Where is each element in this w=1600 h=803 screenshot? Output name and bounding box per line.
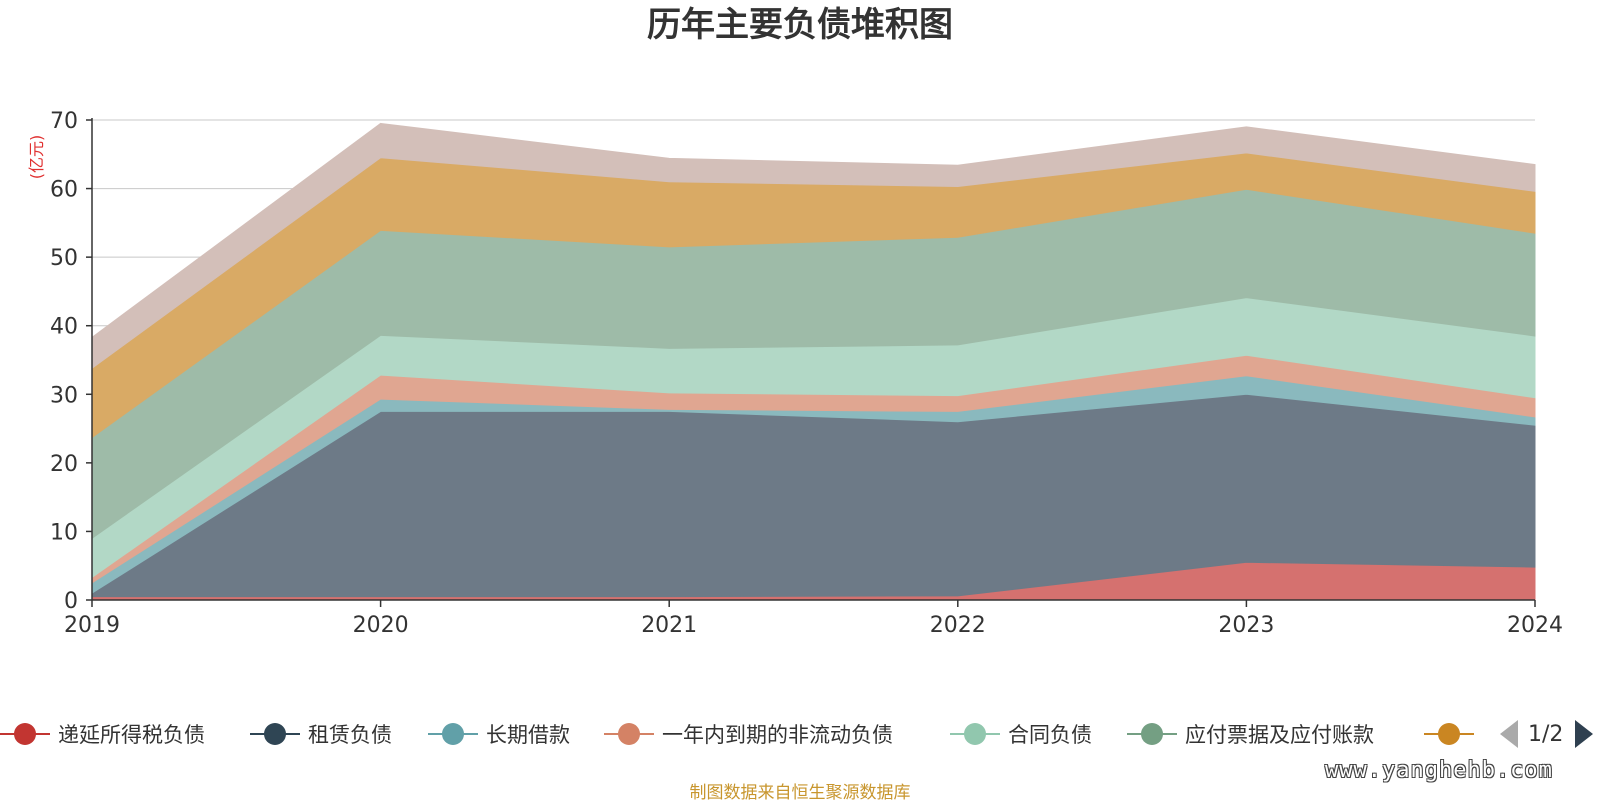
x-tick-label-5: 2024 xyxy=(1507,613,1563,638)
legend-item-1[interactable]: 租赁负债 xyxy=(250,712,392,756)
y-tick-label-1: 10 xyxy=(50,520,78,545)
legend-label: 应付票据及应付账款 xyxy=(1185,723,1374,747)
legend-label: 递延所得税负债 xyxy=(58,723,205,747)
legend-label: 租赁负债 xyxy=(308,723,392,747)
area-series-7 xyxy=(91,122,1536,370)
legend-marker-icon xyxy=(950,712,1000,756)
x-tick-label-3: 2022 xyxy=(930,613,986,638)
legend-item-4[interactable]: 合同负债 xyxy=(950,712,1092,756)
y-tick-label-6: 60 xyxy=(50,178,78,203)
legend-item-3[interactable]: 一年内到期的非流动负债 xyxy=(604,712,893,756)
legend-item-5[interactable]: 应付票据及应付账款 xyxy=(1127,712,1374,756)
y-tick-label-3: 30 xyxy=(50,383,78,408)
x-tick-label-2: 2021 xyxy=(641,613,697,638)
legend-item-0[interactable]: 递延所得税负债 xyxy=(0,712,205,756)
legend: 递延所得税负债 租赁负债 长期借款 一年内到期的非流动负债 合同负债 应付票据及应付账款 xyxy=(0,712,1600,756)
legend-label: 一年内到期的非流动负债 xyxy=(662,723,893,747)
legend-marker-icon xyxy=(1424,712,1474,756)
legend-pager: 1/2 xyxy=(1500,712,1594,756)
axes: 0 10 20 30 40 50 60 70 2019 2020 2021 2022 2023 2024 xyxy=(50,109,1563,638)
area-series xyxy=(91,122,1536,601)
legend-item-6[interactable] xyxy=(1424,712,1474,756)
chart-title: 历年主要负债堆积图 xyxy=(647,5,953,45)
data-source-note: 制图数据来自恒生聚源数据库 xyxy=(689,783,911,803)
legend-marker-icon xyxy=(0,712,50,756)
y-tick-label-5: 50 xyxy=(50,246,78,271)
x-tick-label-4: 2023 xyxy=(1218,613,1274,638)
legend-label: 长期借款 xyxy=(486,723,570,747)
legend-marker-icon xyxy=(250,712,300,756)
x-tick-label-0: 2019 xyxy=(64,613,120,638)
pager-page-label: 1/2 xyxy=(1528,721,1564,747)
pager-prev-icon[interactable] xyxy=(1500,720,1518,748)
pager-next-icon[interactable] xyxy=(1575,720,1594,748)
legend-marker-icon xyxy=(1127,712,1177,756)
y-tick-label-4: 40 xyxy=(50,315,78,340)
watermark: www.yanghehb.com xyxy=(1325,758,1553,783)
legend-label: 合同负债 xyxy=(1008,723,1092,747)
legend-marker-icon xyxy=(428,712,478,756)
legend-item-2[interactable]: 长期借款 xyxy=(428,712,570,756)
y-tick-label-7: 70 xyxy=(50,109,78,134)
x-tick-label-1: 2020 xyxy=(353,613,409,638)
y-tick-label-0: 0 xyxy=(64,589,78,614)
legend-marker-icon xyxy=(604,712,654,756)
stacked-area-chart: 0 10 20 30 40 50 60 70 2019 2020 2021 2022 2023 2024 xyxy=(50,109,1563,638)
y-tick-label-2: 20 xyxy=(50,452,78,477)
